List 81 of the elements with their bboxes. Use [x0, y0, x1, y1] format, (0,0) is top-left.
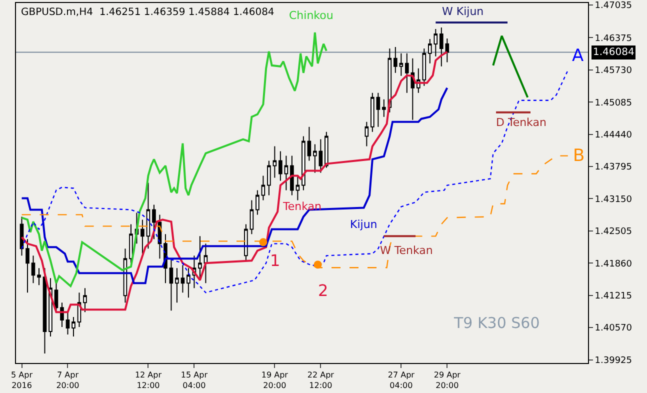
series-label: W Tenkan [380, 244, 433, 257]
candlestick [256, 190, 260, 216]
candlestick [129, 224, 133, 264]
y-tick-label: 1.41860 [594, 259, 632, 270]
candlestick [261, 175, 266, 201]
candlestick [169, 258, 174, 312]
y-tick-label: 1.44440 [594, 130, 632, 140]
candlestick [440, 26, 444, 67]
candlestick [445, 38, 450, 63]
y-tick-label: 1.47035 [594, 0, 632, 11]
line-series [21, 155, 568, 268]
y-tick-label: 1.41215 [594, 291, 632, 302]
y-tick-label: 1.43795 [594, 162, 632, 173]
candlestick [434, 28, 438, 57]
candlestick [186, 268, 190, 298]
candlestick [296, 175, 300, 201]
candlestick [278, 150, 282, 182]
candlestick [204, 243, 208, 284]
candlestick [54, 282, 58, 312]
candlestick [313, 144, 317, 174]
candlestick [72, 316, 76, 338]
candlestick [244, 224, 248, 262]
y-tick-label: 1.43150 [594, 194, 632, 205]
chart-title: GBPUSD.m,H4 1.46251 1.46359 1.45884 1.46084 [21, 7, 274, 18]
x-tick-label: 29 Apr 20:00 [434, 370, 462, 390]
candlestick [422, 48, 426, 86]
x-tick-label: 22 Apr 12:00 [307, 370, 335, 390]
series-label: A [572, 46, 584, 66]
series-label: Tenkan [282, 200, 322, 213]
x-tick-label: 27 Apr 04:00 [388, 370, 416, 390]
candlestick [307, 126, 312, 162]
candlestick [180, 264, 185, 294]
candlestick [394, 46, 398, 74]
ref-line-label: 1.46084 [593, 47, 634, 58]
x-tick-label: 5 Apr 2016 [11, 370, 34, 390]
candlestick [405, 52, 409, 94]
y-tick-label: 1.42505 [594, 227, 632, 238]
candlestick [83, 288, 87, 313]
candlestick [376, 92, 380, 128]
x-tick-label: 7 Apr 20:00 [56, 370, 80, 390]
series-label: W Kijun [442, 5, 484, 18]
candlestick [382, 98, 386, 118]
candlestick [399, 52, 404, 76]
y-tick-label: 1.39925 [594, 356, 632, 366]
candlestick [66, 312, 70, 336]
series-label: Chinkou [289, 9, 334, 22]
candlestick [324, 131, 328, 168]
candlestick [284, 155, 288, 191]
series-label: D Tenkan [496, 116, 546, 129]
candlestick [198, 236, 202, 279]
candlestick [250, 200, 254, 235]
candlestick [428, 38, 432, 64]
candlestick [370, 92, 374, 132]
y-tick-label: 1.46375 [594, 34, 632, 44]
line-series [20, 86, 448, 284]
candlestick [302, 136, 306, 191]
y-tick-label: 1.45085 [594, 98, 632, 108]
candlestick [140, 219, 144, 254]
candlestick [26, 238, 30, 294]
x-tick-label: 15 Apr 04:00 [180, 370, 208, 390]
annotation: 1 [270, 251, 280, 270]
candlestick [364, 121, 369, 147]
candlestick [42, 268, 47, 354]
candlestick [318, 138, 323, 174]
x-tick-label: 12 Apr 12:00 [134, 370, 162, 390]
series-label: Kijun [350, 218, 378, 231]
annotation: 2 [318, 281, 328, 300]
x-tick-label: 19 Apr 20:00 [261, 370, 289, 390]
candlestick [290, 155, 294, 196]
series-label: B [573, 146, 585, 166]
candlestick [272, 146, 277, 178]
candlestick [152, 204, 156, 240]
candlestick [37, 268, 41, 286]
candlestick [267, 160, 271, 196]
candlestick [31, 255, 36, 284]
candlestick [175, 268, 179, 304]
line-series [20, 50, 448, 314]
y-tick-label: 1.40570 [594, 324, 632, 334]
y-tick-label: 1.45730 [594, 66, 632, 76]
candlestick [146, 182, 150, 250]
annotation: T9 K30 S60 [453, 314, 540, 332]
